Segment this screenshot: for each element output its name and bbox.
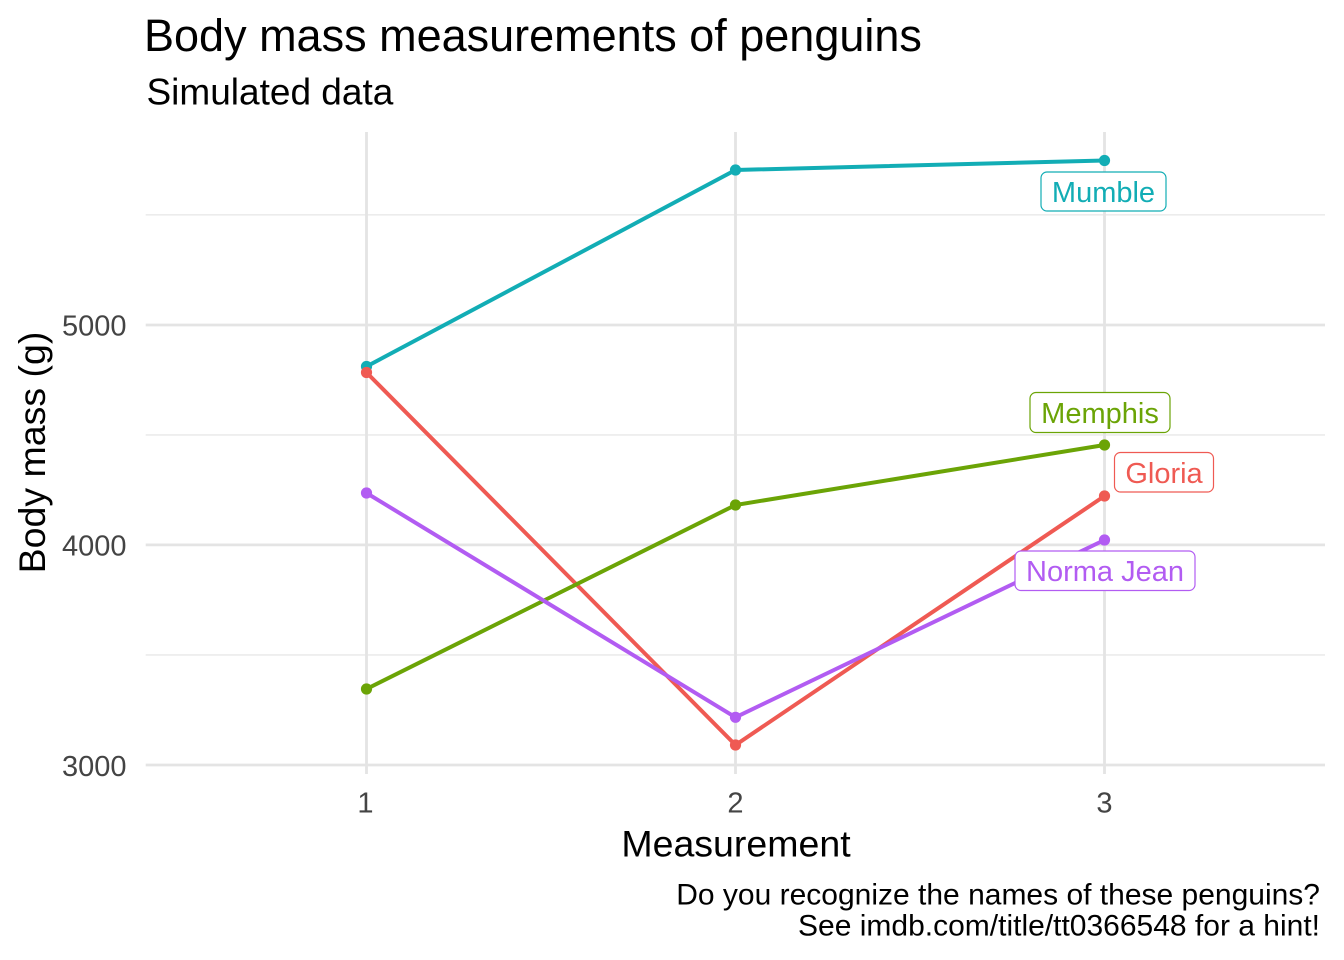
svg-text:Body mass measurements of peng: Body mass measurements of penguins: [144, 10, 922, 61]
svg-text:Memphis: Memphis: [1041, 398, 1159, 430]
svg-text:Mumble: Mumble: [1052, 177, 1155, 209]
svg-text:Body mass (g): Body mass (g): [11, 332, 53, 574]
svg-text:2: 2: [727, 788, 743, 820]
svg-text:3: 3: [1096, 788, 1112, 820]
svg-text:Gloria: Gloria: [1125, 458, 1203, 490]
svg-text:Do you recognize the names of: Do you recognize the names of these peng…: [676, 879, 1320, 912]
svg-text:5000: 5000: [62, 311, 127, 343]
svg-text:See imdb.com/title/tt0366548 f: See imdb.com/title/tt0366548 for a hint!: [798, 910, 1320, 943]
svg-text:3000: 3000: [62, 751, 127, 783]
svg-text:4000: 4000: [62, 531, 127, 563]
svg-text:Simulated data: Simulated data: [147, 72, 394, 113]
svg-text:Norma Jean: Norma Jean: [1026, 556, 1184, 588]
svg-text:Measurement: Measurement: [621, 823, 851, 865]
svg-text:1: 1: [357, 788, 373, 820]
